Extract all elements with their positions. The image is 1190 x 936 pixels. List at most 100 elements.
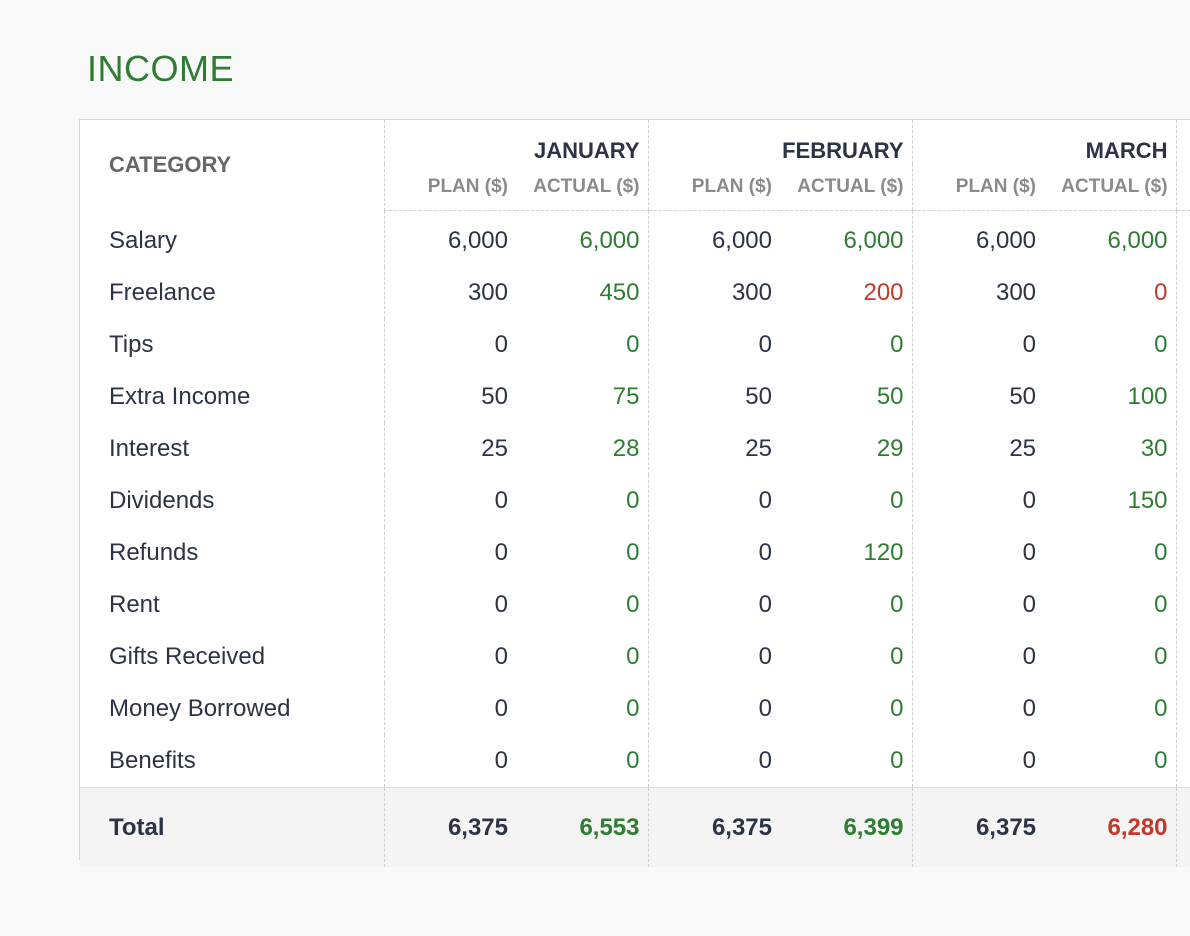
plan-cell[interactable]: 50 (647, 371, 780, 423)
actual-cell[interactable]: 0 (626, 747, 640, 774)
partial-cell (1175, 423, 1190, 475)
plan-cell[interactable]: 0 (911, 735, 1045, 788)
actual-cell[interactable]: 0 (1154, 279, 1168, 306)
plan-cell[interactable]: 0 (911, 527, 1045, 579)
plan-cell[interactable]: 0 (647, 631, 780, 683)
table-row: Freelance 300 450 300 200 300 0 (80, 267, 1190, 319)
actual-cell[interactable]: 0 (890, 487, 904, 514)
actual-cell[interactable]: 150 (1127, 487, 1168, 514)
plan-cell[interactable]: 0 (647, 683, 780, 735)
plan-cell[interactable]: 25 (647, 423, 780, 475)
plan-cell[interactable]: 0 (647, 527, 780, 579)
actual-header: ACTUAL ($) (1044, 164, 1177, 211)
actual-cell[interactable]: 0 (626, 539, 640, 566)
partial-header (1175, 164, 1190, 211)
total-plan-cell: 6,375 (383, 787, 516, 867)
plan-cell[interactable]: 0 (383, 579, 516, 631)
plan-cell[interactable]: 0 (911, 319, 1045, 371)
category-header: CATEGORY (109, 152, 232, 178)
table-row: Extra Income 50 75 50 50 50 100 (80, 371, 1190, 423)
actual-cell[interactable]: 0 (890, 643, 904, 670)
plan-cell[interactable]: 50 (911, 371, 1045, 423)
plan-cell[interactable]: 6,000 (383, 210, 516, 267)
plan-cell[interactable]: 300 (383, 267, 516, 319)
month-header-february: FEBRUARY (647, 120, 913, 164)
plan-cell[interactable]: 0 (383, 319, 516, 371)
category-cell: Salary (109, 226, 178, 254)
plan-cell[interactable]: 0 (911, 475, 1045, 527)
category-cell: Extra Income (109, 383, 251, 410)
plan-cell[interactable]: 0 (383, 527, 516, 579)
plan-cell[interactable]: 6,000 (911, 210, 1045, 267)
plan-cell[interactable]: 300 (647, 267, 780, 319)
plan-cell[interactable]: 0 (911, 579, 1045, 631)
actual-cell[interactable]: 450 (599, 279, 640, 306)
category-cell: Rent (109, 591, 160, 618)
actual-cell[interactable]: 0 (626, 487, 640, 514)
table-row: Benefits 0 0 0 0 0 0 (80, 735, 1190, 788)
table-row: Rent 0 0 0 0 0 0 (80, 579, 1190, 631)
actual-cell[interactable]: 0 (1154, 643, 1168, 670)
plan-cell[interactable]: 0 (383, 631, 516, 683)
plan-cell[interactable]: 25 (911, 423, 1045, 475)
actual-cell[interactable]: 75 (612, 383, 640, 410)
total-label: Total (80, 787, 384, 867)
plan-cell[interactable]: 50 (383, 371, 516, 423)
plan-cell[interactable]: 0 (647, 735, 780, 788)
actual-cell[interactable]: 0 (890, 591, 904, 618)
category-cell: Money Borrowed (109, 695, 291, 722)
plan-cell[interactable]: 300 (911, 267, 1045, 319)
actual-cell[interactable]: 200 (863, 279, 904, 306)
actual-cell[interactable]: 0 (890, 331, 904, 358)
plan-cell[interactable]: 0 (647, 579, 780, 631)
actual-cell[interactable]: 28 (612, 435, 640, 462)
actual-cell[interactable]: 30 (1140, 435, 1168, 462)
actual-cell[interactable]: 0 (1154, 695, 1168, 722)
plan-cell[interactable]: 0 (911, 683, 1045, 735)
actual-cell[interactable]: 0 (890, 695, 904, 722)
total-actual-cell: 6,553 (516, 787, 648, 867)
category-cell: Dividends (109, 487, 215, 514)
plan-header: PLAN ($) (383, 164, 516, 211)
actual-cell[interactable]: 6,000 (579, 227, 640, 254)
month-header-march: MARCH (911, 120, 1177, 164)
actual-cell[interactable]: 0 (626, 643, 640, 670)
month-header-row: CATEGORY JANUARY FEBRUARY MARCH (80, 120, 1190, 177)
plan-cell[interactable]: 0 (647, 475, 780, 527)
month-header-partial (1175, 120, 1190, 164)
table-row: Money Borrowed 0 0 0 0 0 0 (80, 683, 1190, 735)
section-title: INCOME (87, 48, 234, 89)
plan-cell[interactable]: 0 (383, 683, 516, 735)
actual-cell[interactable]: 0 (626, 591, 640, 618)
partial-cell (1175, 787, 1190, 867)
actual-cell[interactable]: 6,000 (1107, 227, 1168, 254)
plan-cell[interactable]: 0 (647, 319, 780, 371)
plan-cell[interactable]: 25 (383, 423, 516, 475)
actual-cell[interactable]: 120 (863, 539, 904, 566)
plan-cell[interactable]: 0 (383, 475, 516, 527)
plan-cell[interactable]: 0 (383, 735, 516, 788)
income-table-container: CATEGORY JANUARY FEBRUARY MARCH PLAN ($) ACTU… (79, 119, 1190, 867)
partial-cell (1175, 475, 1190, 527)
actual-cell[interactable]: 50 (876, 383, 904, 410)
plan-cell[interactable]: 6,000 (647, 210, 780, 267)
partial-cell (1175, 527, 1190, 579)
category-cell: Benefits (109, 747, 196, 774)
actual-cell[interactable]: 0 (1154, 747, 1168, 774)
table-row: Refunds 0 0 0 120 0 0 (80, 527, 1190, 579)
plan-header: PLAN ($) (911, 164, 1045, 211)
plan-cell[interactable]: 0 (911, 631, 1045, 683)
actual-cell[interactable]: 6,000 (843, 227, 904, 254)
category-cell: Interest (109, 435, 190, 462)
actual-cell[interactable]: 100 (1127, 383, 1168, 410)
actual-cell[interactable]: 0 (1154, 591, 1168, 618)
total-row: Total 6,375 6,553 6,375 6,399 6,375 6,280 (80, 787, 1190, 867)
actual-cell[interactable]: 0 (1154, 539, 1168, 566)
actual-cell[interactable]: 0 (626, 331, 640, 358)
actual-cell[interactable]: 0 (626, 695, 640, 722)
actual-cell[interactable]: 0 (890, 747, 904, 774)
partial-cell (1175, 371, 1190, 423)
income-table: CATEGORY JANUARY FEBRUARY MARCH PLAN ($) ACTU… (80, 120, 1190, 867)
actual-cell[interactable]: 0 (1154, 331, 1168, 358)
actual-cell[interactable]: 29 (876, 435, 904, 462)
